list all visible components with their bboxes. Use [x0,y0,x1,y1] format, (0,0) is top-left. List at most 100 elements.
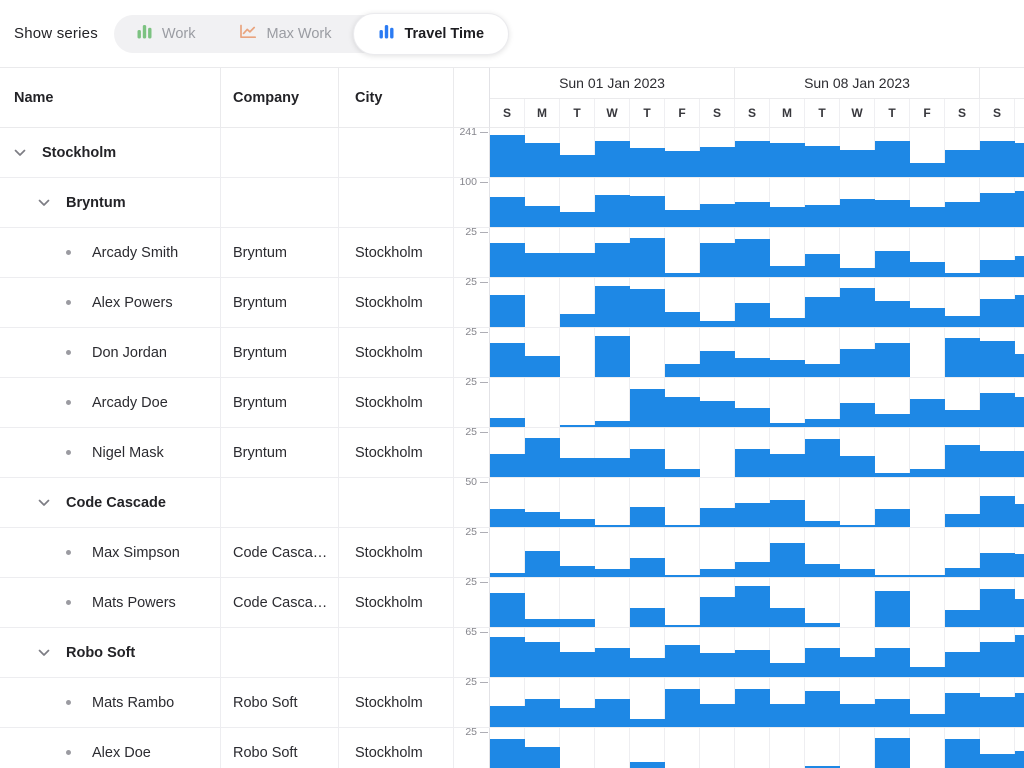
week-header-sun-01-jan-2023: Sun 01 Jan 2023 [490,68,735,99]
histogram-bar-day-4 [595,648,630,677]
scale-max-label: 50 [465,476,477,488]
person-row-alex-powers[interactable]: Alex Powers Bryntum Stockholm 25 [0,277,1024,328]
histogram-bar-day-11 [840,268,875,277]
histogram-bar-day-4 [595,699,630,727]
scale-tick-dash [480,632,488,633]
column-header-city[interactable]: City [339,68,454,128]
histogram-bar-day-10 [805,254,840,277]
person-name-label: Nigel Mask [92,444,164,461]
histogram-bar-day-15 [980,451,1015,477]
histogram-bar-day-11 [840,456,875,477]
day-header-1: S [490,99,525,128]
person-row-arcady-smith[interactable]: Arcady Smith Bryntum Stockholm 25 [0,227,1024,278]
histogram-bar-day-14 [945,150,980,177]
person-row-alex-doe[interactable]: Alex Doe Robo Soft Stockholm 25 [0,727,1024,768]
work-series-button[interactable]: Work [114,15,218,53]
histogram-bar-day-12 [875,699,910,727]
city-cell: Stockholm [339,328,454,377]
histogram-bar-day-15 [980,697,1015,727]
histogram-bar-day-3 [560,519,595,527]
column-header-name[interactable]: Name [0,68,221,128]
collapse-chevron-icon[interactable] [12,145,28,161]
histogram-bar-day-13 [910,714,945,727]
scale-cell: 25 [454,327,490,377]
scale-tick: 241 [459,128,488,137]
leaf-bullet-icon [66,400,71,405]
histogram-bar-day-12 [875,591,910,627]
person-name-label: Alex Doe [92,744,151,761]
scale-tick: 25 [465,427,488,437]
group-row-robo-soft[interactable]: Robo Soft 65 [0,627,1024,678]
person-row-max-simpson[interactable]: Max Simpson Code Cascade Stockholm 25 [0,527,1024,578]
column-header-company[interactable]: Company [221,68,339,128]
name-cell: Bryntum [0,178,221,227]
person-row-don-jordan[interactable]: Don Jordan Bryntum Stockholm 25 [0,327,1024,378]
histogram-bar-day-5 [630,762,665,768]
histogram-bar-day-3 [560,458,595,477]
histogram-bar-day-10 [805,364,840,377]
histogram-bar-day-8 [735,358,770,377]
histogram-bar-day-14 [945,338,980,377]
histogram-bar-day-4 [595,458,630,477]
scale-cell: 100 [454,176,490,227]
travel-time-histogram [490,278,1024,327]
day-header-9: M [770,99,805,128]
company-value: Code Cascade [233,544,328,561]
group-name-label: Bryntum [66,194,126,211]
histogram-bar-day-12 [875,575,910,577]
group-row-bryntum[interactable]: Bryntum 100 [0,176,1024,228]
scale-tick-dash [480,732,488,733]
histogram-bar-day-7 [700,243,735,277]
collapse-chevron-icon[interactable] [36,645,52,661]
week-header-sun-08-jan-2023: Sun 08 Jan 2023 [735,68,980,99]
scale-max-label: 25 [465,676,477,688]
scale-cell: 25 [454,676,490,727]
group-row-code-cascade[interactable]: Code Cascade 50 [0,476,1024,528]
collapse-chevron-icon[interactable] [36,495,52,511]
person-row-nigel-mask[interactable]: Nigel Mask Bryntum Stockholm 25 [0,427,1024,478]
travel-time-series-button[interactable]: Travel Time [353,12,510,55]
histogram-bar-day-15 [980,260,1015,277]
histogram-bar-day-16 [1015,504,1024,527]
travel-time-histogram [490,228,1024,277]
company-value: Code Cascade [233,594,328,611]
histogram-bar-day-2 [525,699,560,727]
histogram-bar-day-16 [1015,635,1024,677]
histogram-bar-day-6 [665,151,700,177]
histogram-bar-day-10 [805,564,840,577]
histogram-bar-day-15 [980,299,1015,327]
histogram-bar-day-1 [490,593,525,627]
day-header-11: W [840,99,875,128]
scale-tick: 25 [465,527,488,537]
max-work-series-button[interactable]: Max Work [217,15,353,53]
person-row-arcady-doe[interactable]: Arcady Doe Bryntum Stockholm 25 [0,377,1024,428]
scale-max-label: 100 [459,176,477,188]
city-value: Stockholm [355,544,423,561]
collapse-chevron-icon[interactable] [36,195,52,211]
histogram-bar-day-6 [665,525,700,527]
scale-tick: 100 [459,176,488,188]
histogram-bar-day-16 [1015,295,1024,327]
group-row-stockholm[interactable]: Stockholm 241 [0,128,1024,178]
histogram-bar-day-7 [700,508,735,527]
histogram-bar-day-3 [560,155,595,177]
histogram-bar-day-13 [910,469,945,477]
leaf-bullet-icon [66,750,71,755]
person-row-mats-rambo[interactable]: Mats Rambo Robo Soft Stockholm 25 [0,676,1024,728]
day-header-6: F [665,99,700,128]
scale-tick: 65 [465,627,488,637]
person-name-label: Arcady Smith [92,244,179,261]
person-name-label: Alex Powers [92,294,173,311]
leaf-bullet-icon [66,300,71,305]
bar-chart-icon [378,23,395,44]
name-cell: Mats Powers [0,578,221,627]
city-cell: Stockholm [339,578,454,627]
histogram-bar-day-1 [490,295,525,327]
timeline-week-row: Sun 01 Jan 2023 Sun 08 Jan 2023 [490,68,1024,99]
histogram-bar-day-11 [840,150,875,177]
person-name-label: Don Jordan [92,344,167,361]
city-value: Stockholm [355,444,423,461]
person-row-mats-powers[interactable]: Mats Powers Code Cascade Stockholm 25 [0,577,1024,628]
histogram-bar-day-15 [980,553,1015,577]
histogram-bar-day-7 [700,401,735,427]
